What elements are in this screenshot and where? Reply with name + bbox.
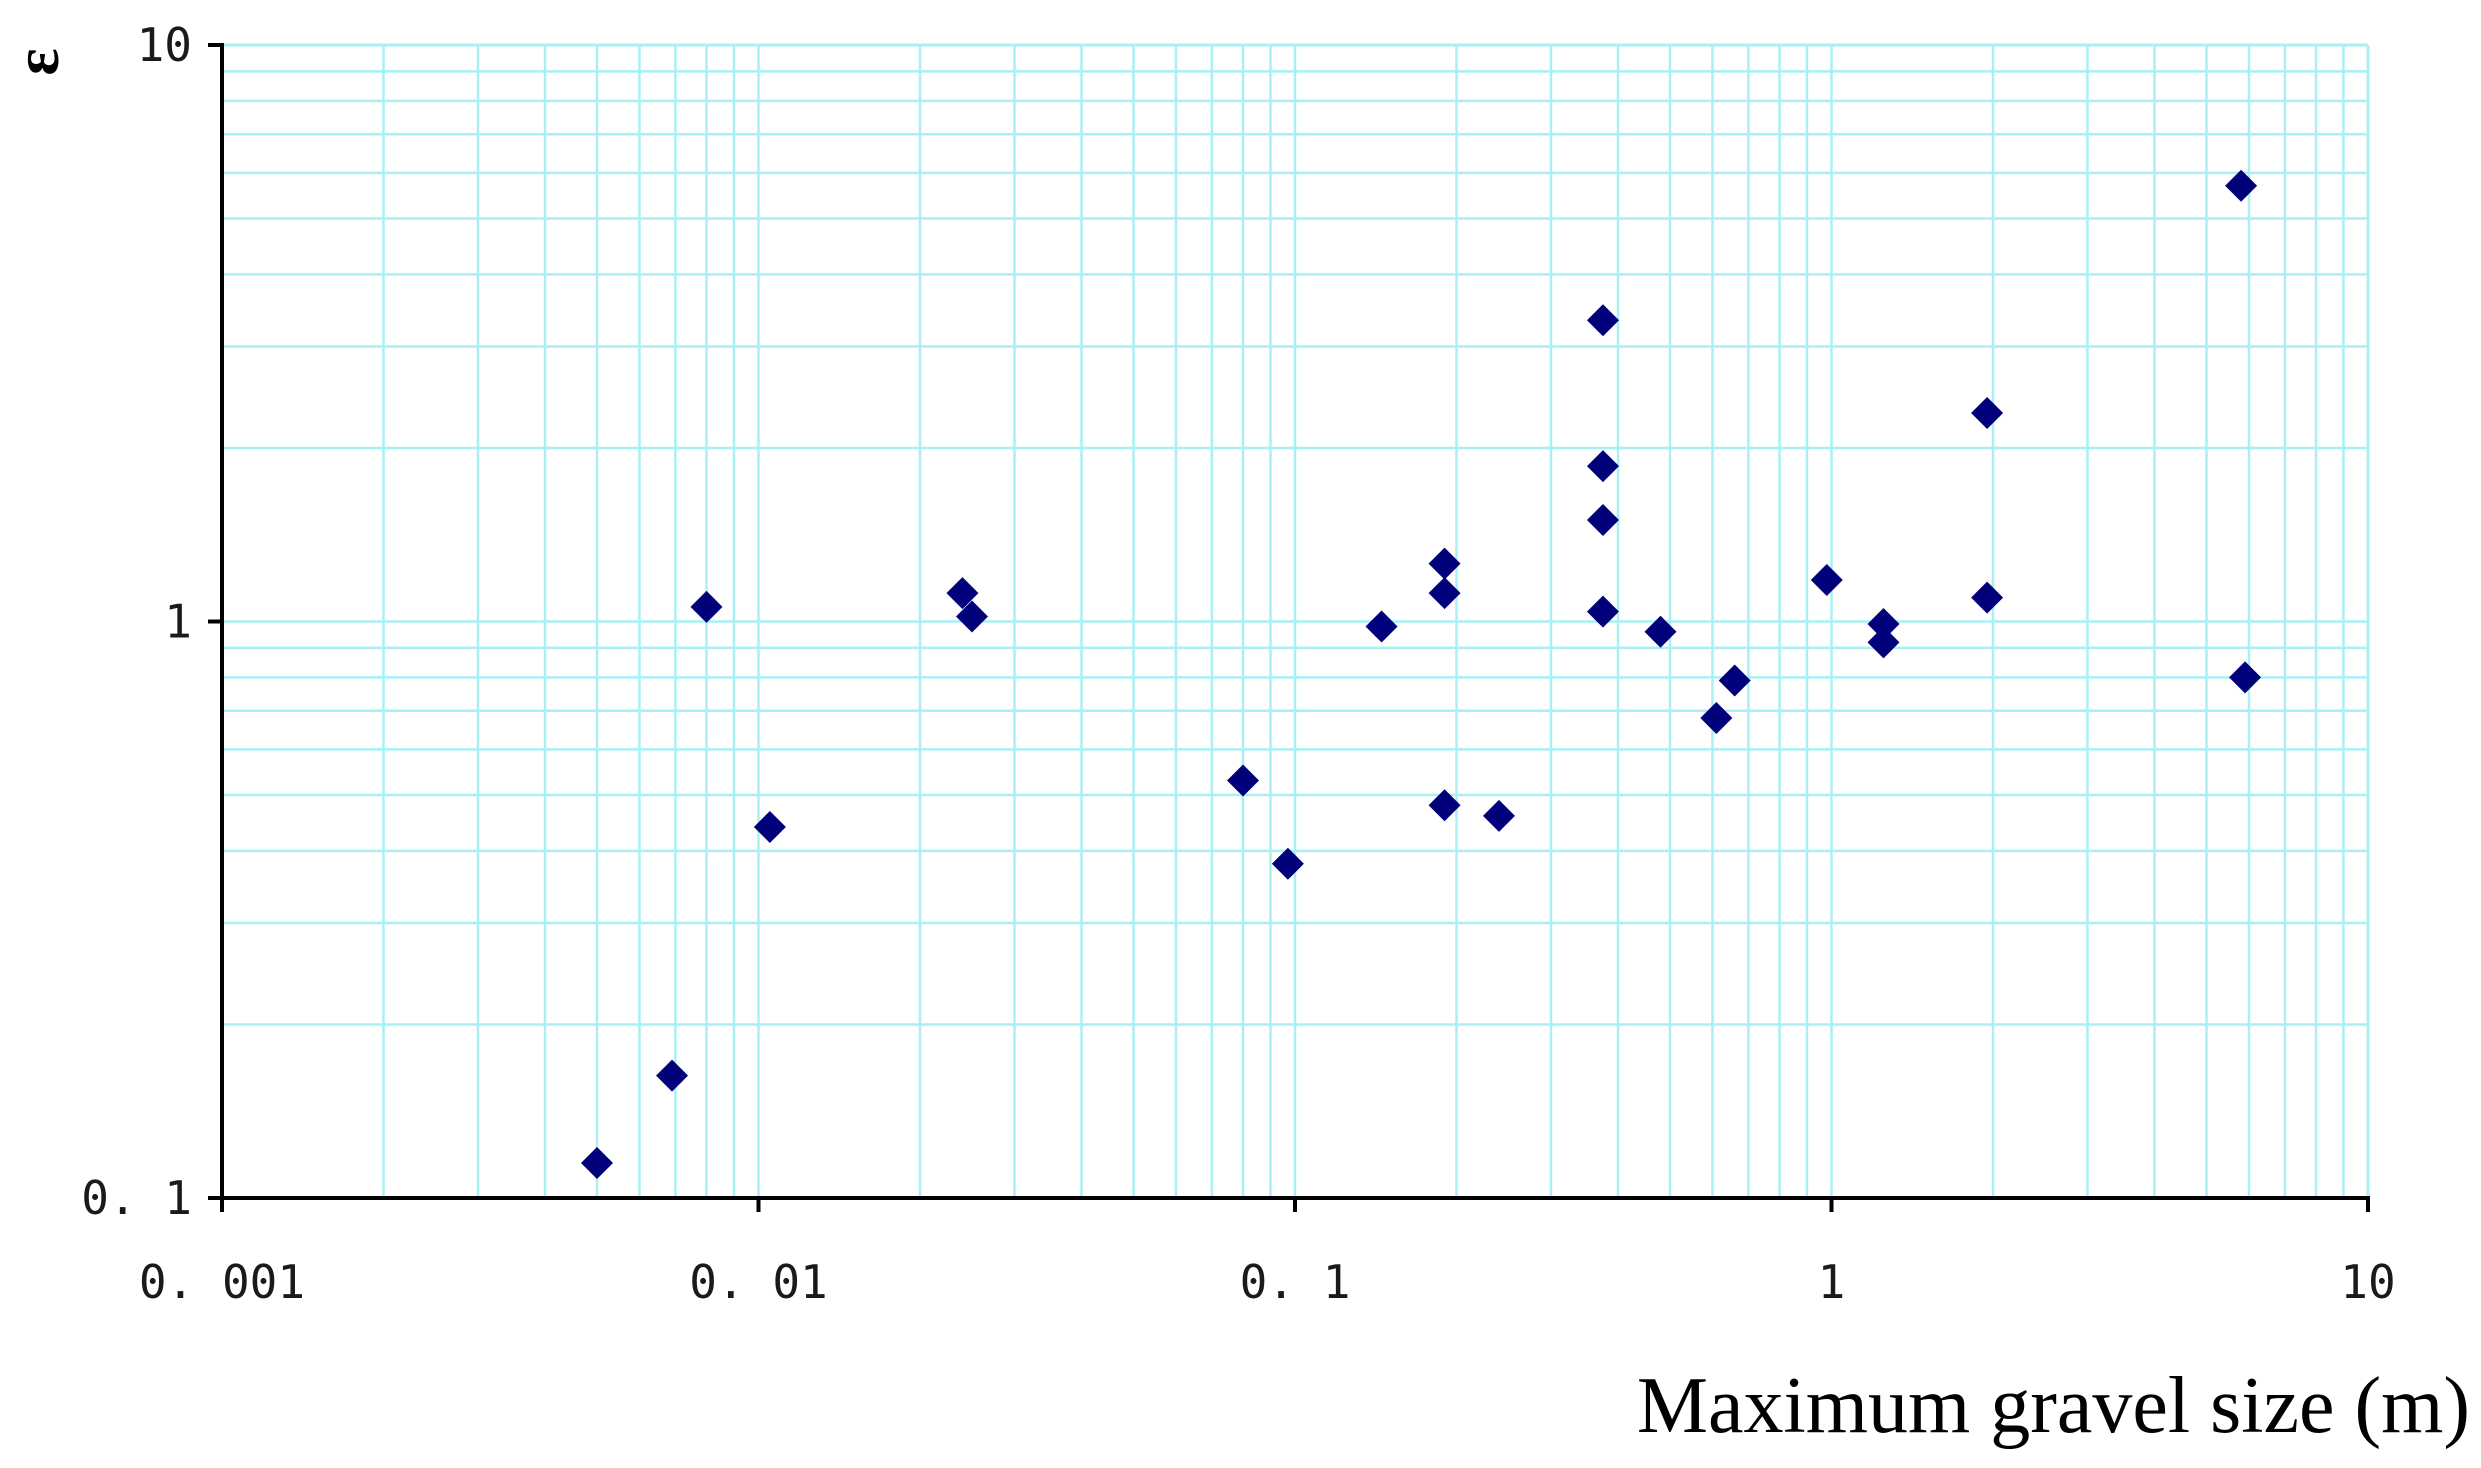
data-point <box>1971 396 2004 429</box>
x-axis-title: Maximum gravel size (m) <box>1637 1362 2470 1450</box>
data-point <box>1700 702 1733 735</box>
x-tick-label: 0. 1 <box>1240 1255 1351 1309</box>
data-point <box>1271 847 1304 880</box>
x-tick-label: 0. 001 <box>139 1255 305 1309</box>
data-point <box>1428 577 1461 610</box>
data-point <box>1586 595 1619 628</box>
data-point <box>656 1059 689 1092</box>
data-point <box>1586 304 1619 337</box>
data-point <box>2229 661 2262 694</box>
y-axis-title: ε <box>1 48 72 75</box>
data-point <box>1365 610 1398 643</box>
data-point <box>2225 169 2258 202</box>
y-tick-label: 1 <box>164 595 192 649</box>
data-point <box>1428 547 1461 580</box>
x-tick-label: 10 <box>2340 1255 2395 1309</box>
data-points <box>580 169 2262 1180</box>
data-point <box>946 577 979 610</box>
data-point <box>955 600 988 633</box>
data-point <box>1482 799 1515 832</box>
tick-labels: 0. 1 1 10 0. 001 0. 01 0. 1 1 10 <box>81 18 2395 1309</box>
data-point <box>1718 664 1751 697</box>
x-tick-label: 0. 01 <box>689 1255 827 1309</box>
data-point <box>1971 581 2004 614</box>
data-point <box>1810 564 1843 597</box>
data-point <box>753 811 786 844</box>
grid-lines <box>222 43 2370 1198</box>
data-point <box>580 1147 613 1180</box>
data-point <box>1867 626 1900 659</box>
data-point <box>1428 789 1461 822</box>
data-point <box>1586 503 1619 536</box>
y-tick-label: 10 <box>137 18 192 72</box>
data-point <box>1867 608 1900 641</box>
data-point <box>1644 615 1677 648</box>
data-point <box>690 590 723 623</box>
x-tick-label: 1 <box>1818 1255 1846 1309</box>
data-point <box>1586 450 1619 483</box>
axes <box>208 43 2370 1212</box>
y-tick-label: 0. 1 <box>81 1171 192 1225</box>
data-point <box>1227 764 1260 797</box>
